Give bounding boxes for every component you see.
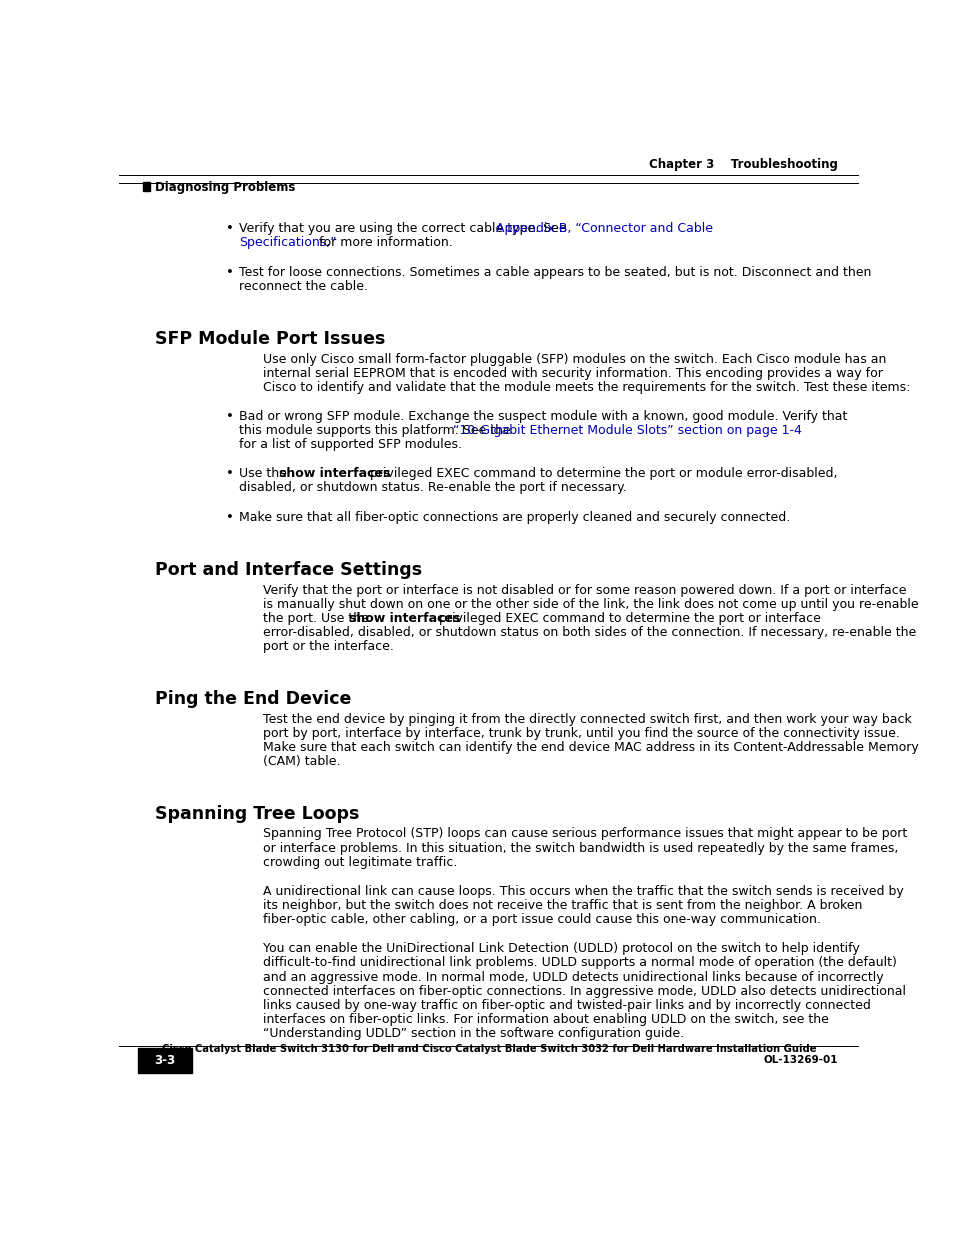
Text: Test the end device by pinging it from the directly connected switch first, and : Test the end device by pinging it from t… bbox=[263, 713, 911, 725]
Text: Specifications,”: Specifications,” bbox=[239, 236, 336, 249]
Text: Use only Cisco small form-factor pluggable (SFP) modules on the switch. Each Cis: Use only Cisco small form-factor pluggab… bbox=[263, 352, 886, 366]
Text: A unidirectional link can cause loops. This occurs when the traffic that the swi: A unidirectional link can cause loops. T… bbox=[263, 885, 903, 898]
Text: port or the interface.: port or the interface. bbox=[263, 640, 394, 653]
Text: Chapter 3    Troubleshooting: Chapter 3 Troubleshooting bbox=[648, 158, 837, 170]
Text: Diagnosing Problems: Diagnosing Problems bbox=[154, 180, 294, 194]
Text: port by port, interface by interface, trunk by trunk, until you find the source : port by port, interface by interface, tr… bbox=[263, 726, 900, 740]
Text: Bad or wrong SFP module. Exchange the suspect module with a known, good module. : Bad or wrong SFP module. Exchange the su… bbox=[239, 410, 846, 422]
Text: difficult-to-find unidirectional link problems. UDLD supports a normal mode of o: difficult-to-find unidirectional link pr… bbox=[263, 956, 897, 969]
Text: disabled, or shutdown status. Re-enable the port if necessary.: disabled, or shutdown status. Re-enable … bbox=[239, 482, 626, 494]
Text: fiber-optic cable, other cabling, or a port issue could cause this one-way commu: fiber-optic cable, other cabling, or a p… bbox=[263, 913, 821, 926]
Text: crowding out legitimate traffic.: crowding out legitimate traffic. bbox=[263, 856, 457, 868]
Text: •: • bbox=[226, 222, 234, 236]
Text: •: • bbox=[226, 511, 234, 524]
Text: for a list of supported SFP modules.: for a list of supported SFP modules. bbox=[239, 438, 461, 451]
Text: show interfaces: show interfaces bbox=[279, 467, 390, 480]
Text: links caused by one-way traffic on fiber-optic and twisted-pair links and by inc: links caused by one-way traffic on fiber… bbox=[263, 999, 870, 1011]
Text: Make sure that each switch can identify the end device MAC address in its Conten: Make sure that each switch can identify … bbox=[263, 741, 918, 753]
Text: connected interfaces on fiber-optic connections. In aggressive mode, UDLD also d: connected interfaces on fiber-optic conn… bbox=[263, 984, 905, 998]
Text: for more information.: for more information. bbox=[314, 236, 452, 249]
Text: Test for loose connections. Sometimes a cable appears to be seated, but is not. : Test for loose connections. Sometimes a … bbox=[239, 266, 870, 279]
Text: Verify that you are using the correct cable type. See: Verify that you are using the correct ca… bbox=[239, 222, 570, 236]
Text: is manually shut down on one or the other side of the link, the link does not co: is manually shut down on one or the othe… bbox=[263, 598, 918, 610]
Text: Port and Interface Settings: Port and Interface Settings bbox=[154, 561, 421, 579]
Text: Appendix B, “Connector and Cable: Appendix B, “Connector and Cable bbox=[496, 222, 712, 236]
Bar bbox=[138, 1047, 192, 1072]
Text: the port. Use the: the port. Use the bbox=[263, 611, 373, 625]
Text: OL-13269-01: OL-13269-01 bbox=[762, 1055, 837, 1065]
Text: and an aggressive mode. In normal mode, UDLD detects unidirectional links becaus: and an aggressive mode. In normal mode, … bbox=[263, 971, 883, 983]
Text: (CAM) table.: (CAM) table. bbox=[263, 755, 340, 768]
Text: or interface problems. In this situation, the switch bandwidth is used repeatedl: or interface problems. In this situation… bbox=[263, 841, 898, 855]
Text: Spanning Tree Loops: Spanning Tree Loops bbox=[154, 805, 358, 823]
Text: show interfaces: show interfaces bbox=[348, 611, 459, 625]
Text: SFP Module Port Issues: SFP Module Port Issues bbox=[154, 330, 385, 348]
Text: 3-3: 3-3 bbox=[154, 1053, 175, 1067]
Text: •: • bbox=[226, 266, 234, 279]
Text: Ping the End Device: Ping the End Device bbox=[154, 690, 351, 708]
Bar bbox=[143, 183, 151, 191]
Text: •: • bbox=[226, 467, 234, 480]
Text: Cisco to identify and validate that the module meets the requirements for the sw: Cisco to identify and validate that the … bbox=[263, 380, 910, 394]
Text: “10-Gigabit Ethernet Module Slots” section on page 1-4: “10-Gigabit Ethernet Module Slots” secti… bbox=[453, 424, 801, 437]
Text: “Understanding UDLD” section in the software configuration guide.: “Understanding UDLD” section in the soft… bbox=[263, 1026, 684, 1040]
Text: interfaces on fiber-optic links. For information about enabling UDLD on the swit: interfaces on fiber-optic links. For inf… bbox=[263, 1013, 828, 1026]
Text: internal serial EEPROM that is encoded with security information. This encoding : internal serial EEPROM that is encoded w… bbox=[263, 367, 882, 379]
Text: You can enable the UniDirectional Link Detection (UDLD) protocol on the switch t: You can enable the UniDirectional Link D… bbox=[263, 942, 860, 956]
Text: Cisco Catalyst Blade Switch 3130 for Dell and Cisco Catalyst Blade Switch 3032 f: Cisco Catalyst Blade Switch 3130 for Del… bbox=[161, 1045, 816, 1055]
Text: Verify that the port or interface is not disabled or for some reason powered dow: Verify that the port or interface is not… bbox=[263, 583, 906, 597]
Text: privileged EXEC command to determine the port or interface: privileged EXEC command to determine the… bbox=[435, 611, 820, 625]
Text: Make sure that all fiber-optic connections are properly cleaned and securely con: Make sure that all fiber-optic connectio… bbox=[239, 511, 789, 524]
Text: Spanning Tree Protocol (STP) loops can cause serious performance issues that mig: Spanning Tree Protocol (STP) loops can c… bbox=[263, 827, 906, 841]
Text: this module supports this platform. See the: this module supports this platform. See … bbox=[239, 424, 515, 437]
Text: its neighbor, but the switch does not receive the traffic that is sent from the : its neighbor, but the switch does not re… bbox=[263, 899, 862, 911]
Text: error-disabled, disabled, or shutdown status on both sides of the connection. If: error-disabled, disabled, or shutdown st… bbox=[263, 626, 916, 638]
Text: •: • bbox=[226, 410, 234, 422]
Text: reconnect the cable.: reconnect the cable. bbox=[239, 280, 368, 293]
Text: Use the: Use the bbox=[239, 467, 291, 480]
Text: privileged EXEC command to determine the port or module error-disabled,: privileged EXEC command to determine the… bbox=[365, 467, 836, 480]
